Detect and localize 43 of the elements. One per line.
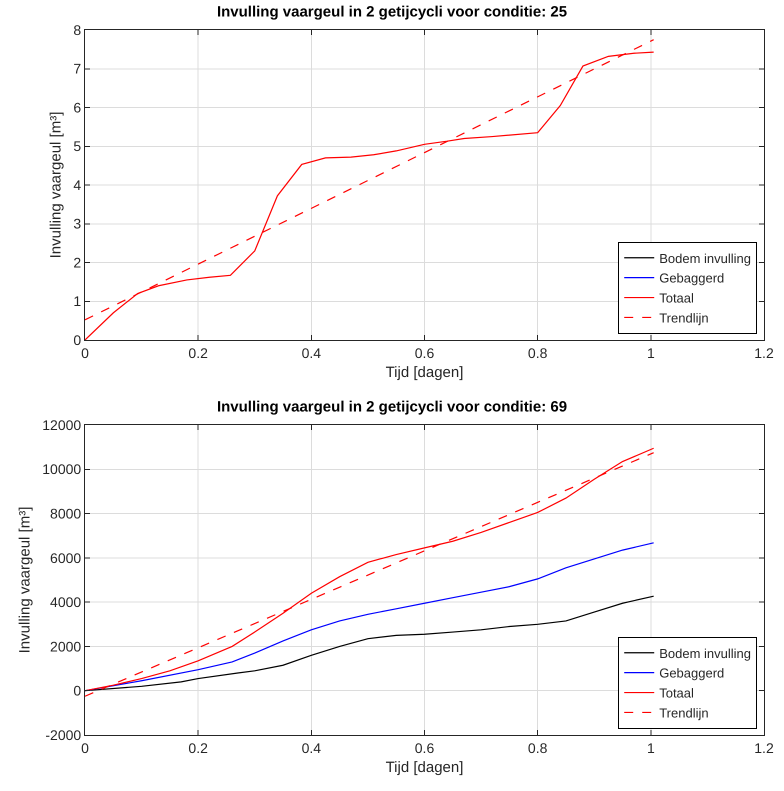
x-tick-label: 1.2 [754, 740, 774, 756]
y-tick-label: 5 [73, 138, 82, 154]
x-tick-label: 0.6 [414, 740, 434, 756]
y-axis-title: Invulling vaargeul [m³] [48, 112, 65, 258]
x-tick-label: 1 [646, 344, 655, 361]
y-tick-label: 10000 [42, 461, 82, 478]
y-tick-label: 2 [73, 254, 82, 270]
y-tick-label: 1 [73, 293, 82, 310]
x-tick-label: 1.2 [754, 344, 774, 361]
legend-label: Trendlijn [659, 706, 709, 721]
y-tick-label: 0 [73, 332, 82, 348]
y-tick-label: 4 [73, 176, 82, 193]
legend-label: Gebaggerd [659, 270, 724, 286]
y-tick-label: 6000 [50, 550, 82, 566]
legend-label: Totaal [659, 686, 694, 701]
x-tick-label: 0.8 [528, 344, 548, 361]
y-tick-label: 2000 [50, 638, 82, 654]
legend-label: Bodem invulling [659, 646, 751, 661]
x-tick-label: 0.8 [528, 740, 548, 756]
chart-title: Invulling vaargeul in 2 getijcycli voor conditie: 69 [216, 398, 568, 416]
x-tick-label: 0.6 [414, 344, 434, 361]
y-tick-label: 3 [73, 216, 82, 232]
x-axis-title: Tijd [dagen] [386, 364, 464, 381]
x-tick-label: 1 [646, 740, 655, 756]
y-tick-label: 8000 [50, 505, 82, 522]
x-axis-title: Tijd [dagen] [386, 758, 464, 776]
y-axis-title: Invulling vaargeul [m³] [16, 506, 34, 654]
y-tick-label: 4000 [50, 594, 82, 610]
y-tick-label: 8 [73, 22, 82, 38]
y-tick-label: 12000 [42, 416, 82, 433]
y-tick-label: 7 [73, 60, 82, 77]
x-tick-label: 0.2 [188, 344, 208, 361]
y-tick-label: 6 [73, 99, 82, 116]
x-tick-label: 0.2 [188, 740, 208, 756]
chart-title: Invulling vaargeul in 2 getijcycli voor conditie: 25 [216, 3, 568, 20]
y-tick-label: 0 [73, 682, 82, 699]
legend-label: Trendlijn [659, 310, 709, 326]
x-tick-label: 0.4 [302, 740, 322, 756]
legend-label: Gebaggerd [659, 666, 724, 681]
y-tick-label: -2000 [45, 726, 82, 743]
x-tick-label: 0.4 [302, 344, 322, 361]
legend-label: Bodem invulling [659, 250, 751, 266]
legend-label: Totaal [659, 290, 694, 306]
